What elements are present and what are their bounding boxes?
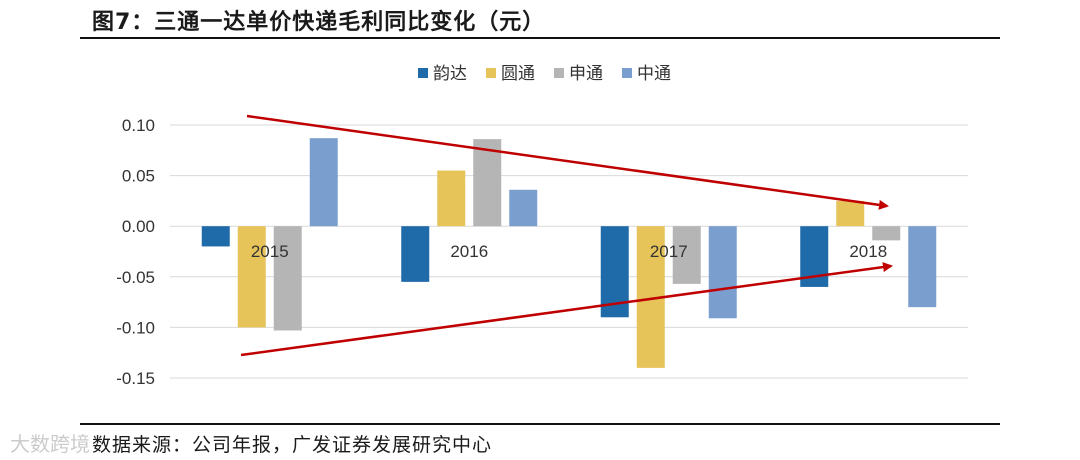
bar-2016-韵达 xyxy=(401,226,430,282)
gridlines xyxy=(170,124,968,379)
legend-swatch xyxy=(622,68,632,78)
x-tick-label: 2016 xyxy=(450,242,488,261)
legend-label: 申通 xyxy=(569,64,603,84)
y-tick-label: -0.15 xyxy=(116,369,155,388)
bars xyxy=(201,138,937,368)
figure-title: 图7：三通一达单价快递毛利同比变化（元） xyxy=(92,10,546,35)
x-tick-label: 2015 xyxy=(251,242,289,261)
x-axis-labels: 2015 2016 2017 2018 xyxy=(251,242,887,261)
y-tick-label: 0.05 xyxy=(122,167,155,186)
y-tick-label: 0.00 xyxy=(122,217,155,236)
bar-2017-中通 xyxy=(708,226,737,319)
legend-label: 圆通 xyxy=(501,64,535,84)
legend-label: 中通 xyxy=(637,64,671,84)
bar-2018-圆通 xyxy=(836,200,865,227)
top-rule xyxy=(80,37,1000,39)
trend-arrow-down xyxy=(246,114,889,210)
x-tick-label: 2018 xyxy=(849,242,887,261)
bar-2018-申通 xyxy=(872,226,901,241)
bottom-rule xyxy=(80,423,1000,425)
y-axis: 0.10 0.05 0.00 -0.05 -0.10 -0.15 xyxy=(116,116,155,388)
y-tick-label: 0.10 xyxy=(122,116,155,135)
legend: 韵达 圆通 申通 中通 xyxy=(418,64,671,84)
bar-2015-韵达 xyxy=(201,226,230,247)
y-tick-label: -0.05 xyxy=(116,268,155,287)
bar-2016-圆通 xyxy=(437,170,466,227)
bar-2015-中通 xyxy=(309,138,338,227)
bar-2016-申通 xyxy=(473,139,502,227)
y-tick-label: -0.10 xyxy=(116,318,155,337)
legend-swatch xyxy=(418,68,428,78)
bar-2017-申通 xyxy=(672,226,701,284)
bar-2015-圆通 xyxy=(237,226,266,328)
bar-2018-中通 xyxy=(908,226,937,308)
source-note: 数据来源：公司年报，广发证券发展研究中心 xyxy=(92,434,493,456)
legend-swatch xyxy=(554,68,564,78)
x-tick-label: 2017 xyxy=(650,242,688,261)
watermark: 大数跨境 xyxy=(10,432,90,456)
trend-arrows xyxy=(240,114,893,357)
legend-label: 韵达 xyxy=(433,64,467,84)
trend-arrow-up xyxy=(240,262,893,357)
bar-2016-中通 xyxy=(509,189,538,227)
legend-swatch xyxy=(486,68,496,78)
bar-2015-申通 xyxy=(273,226,302,331)
